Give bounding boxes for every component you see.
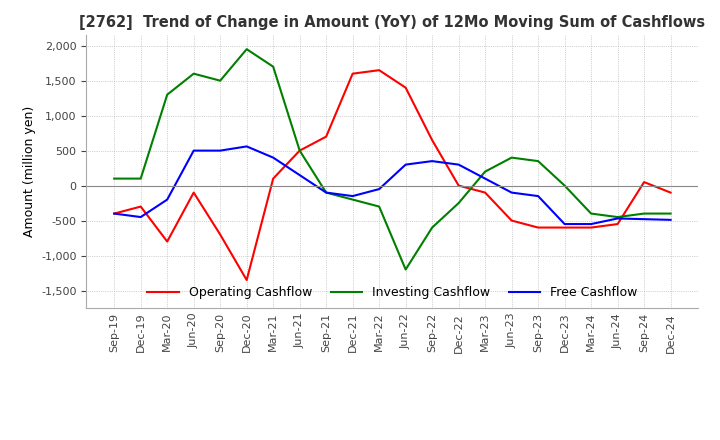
Investing Cashflow — [613, 214, 622, 220]
Investing Cashflow — [243, 47, 251, 52]
Investing Cashflow — [666, 211, 675, 216]
Investing Cashflow — [163, 92, 171, 97]
Investing Cashflow — [110, 176, 119, 181]
Operating Cashflow — [640, 180, 649, 185]
Operating Cashflow — [348, 71, 357, 76]
Free Cashflow — [110, 211, 119, 216]
Investing Cashflow — [587, 211, 595, 216]
Free Cashflow — [269, 155, 277, 160]
Operating Cashflow — [560, 225, 569, 230]
Operating Cashflow — [401, 85, 410, 90]
Free Cashflow — [508, 190, 516, 195]
Free Cashflow — [216, 148, 225, 153]
Free Cashflow — [640, 216, 649, 222]
Free Cashflow — [243, 144, 251, 149]
Free Cashflow — [666, 217, 675, 223]
Free Cashflow — [481, 176, 490, 181]
Investing Cashflow — [269, 64, 277, 70]
Operating Cashflow — [481, 190, 490, 195]
Operating Cashflow — [666, 190, 675, 195]
Line: Operating Cashflow: Operating Cashflow — [114, 70, 670, 280]
Free Cashflow — [348, 194, 357, 199]
Operating Cashflow — [454, 183, 463, 188]
Free Cashflow — [428, 158, 436, 164]
Operating Cashflow — [136, 204, 145, 209]
Free Cashflow — [587, 221, 595, 227]
Free Cashflow — [375, 187, 384, 192]
Investing Cashflow — [454, 201, 463, 206]
Operating Cashflow — [534, 225, 542, 230]
Free Cashflow — [401, 162, 410, 167]
Title: [2762]  Trend of Change in Amount (YoY) of 12Mo Moving Sum of Cashflows: [2762] Trend of Change in Amount (YoY) o… — [79, 15, 706, 30]
Investing Cashflow — [295, 148, 304, 153]
Free Cashflow — [613, 216, 622, 221]
Investing Cashflow — [136, 176, 145, 181]
Investing Cashflow — [534, 158, 542, 164]
Investing Cashflow — [401, 267, 410, 272]
Operating Cashflow — [189, 190, 198, 195]
Free Cashflow — [534, 194, 542, 199]
Operating Cashflow — [163, 239, 171, 244]
Legend: Operating Cashflow, Investing Cashflow, Free Cashflow: Operating Cashflow, Investing Cashflow, … — [143, 282, 642, 304]
Operating Cashflow — [110, 211, 119, 216]
Operating Cashflow — [375, 67, 384, 73]
Investing Cashflow — [640, 211, 649, 216]
Operating Cashflow — [322, 134, 330, 139]
Free Cashflow — [136, 214, 145, 220]
Operating Cashflow — [508, 218, 516, 223]
Investing Cashflow — [375, 204, 384, 209]
Free Cashflow — [295, 172, 304, 178]
Free Cashflow — [163, 197, 171, 202]
Line: Investing Cashflow: Investing Cashflow — [114, 49, 670, 270]
Free Cashflow — [454, 162, 463, 167]
Free Cashflow — [560, 221, 569, 227]
Investing Cashflow — [216, 78, 225, 83]
Operating Cashflow — [269, 176, 277, 181]
Operating Cashflow — [613, 221, 622, 227]
Investing Cashflow — [481, 169, 490, 174]
Line: Free Cashflow: Free Cashflow — [114, 147, 670, 224]
Operating Cashflow — [295, 148, 304, 153]
Investing Cashflow — [428, 225, 436, 230]
Free Cashflow — [322, 190, 330, 195]
Free Cashflow — [189, 148, 198, 153]
Y-axis label: Amount (million yen): Amount (million yen) — [22, 106, 35, 237]
Operating Cashflow — [428, 137, 436, 143]
Operating Cashflow — [216, 232, 225, 237]
Investing Cashflow — [508, 155, 516, 160]
Operating Cashflow — [587, 225, 595, 230]
Investing Cashflow — [560, 183, 569, 188]
Operating Cashflow — [243, 277, 251, 282]
Investing Cashflow — [322, 190, 330, 195]
Investing Cashflow — [348, 197, 357, 202]
Investing Cashflow — [189, 71, 198, 76]
